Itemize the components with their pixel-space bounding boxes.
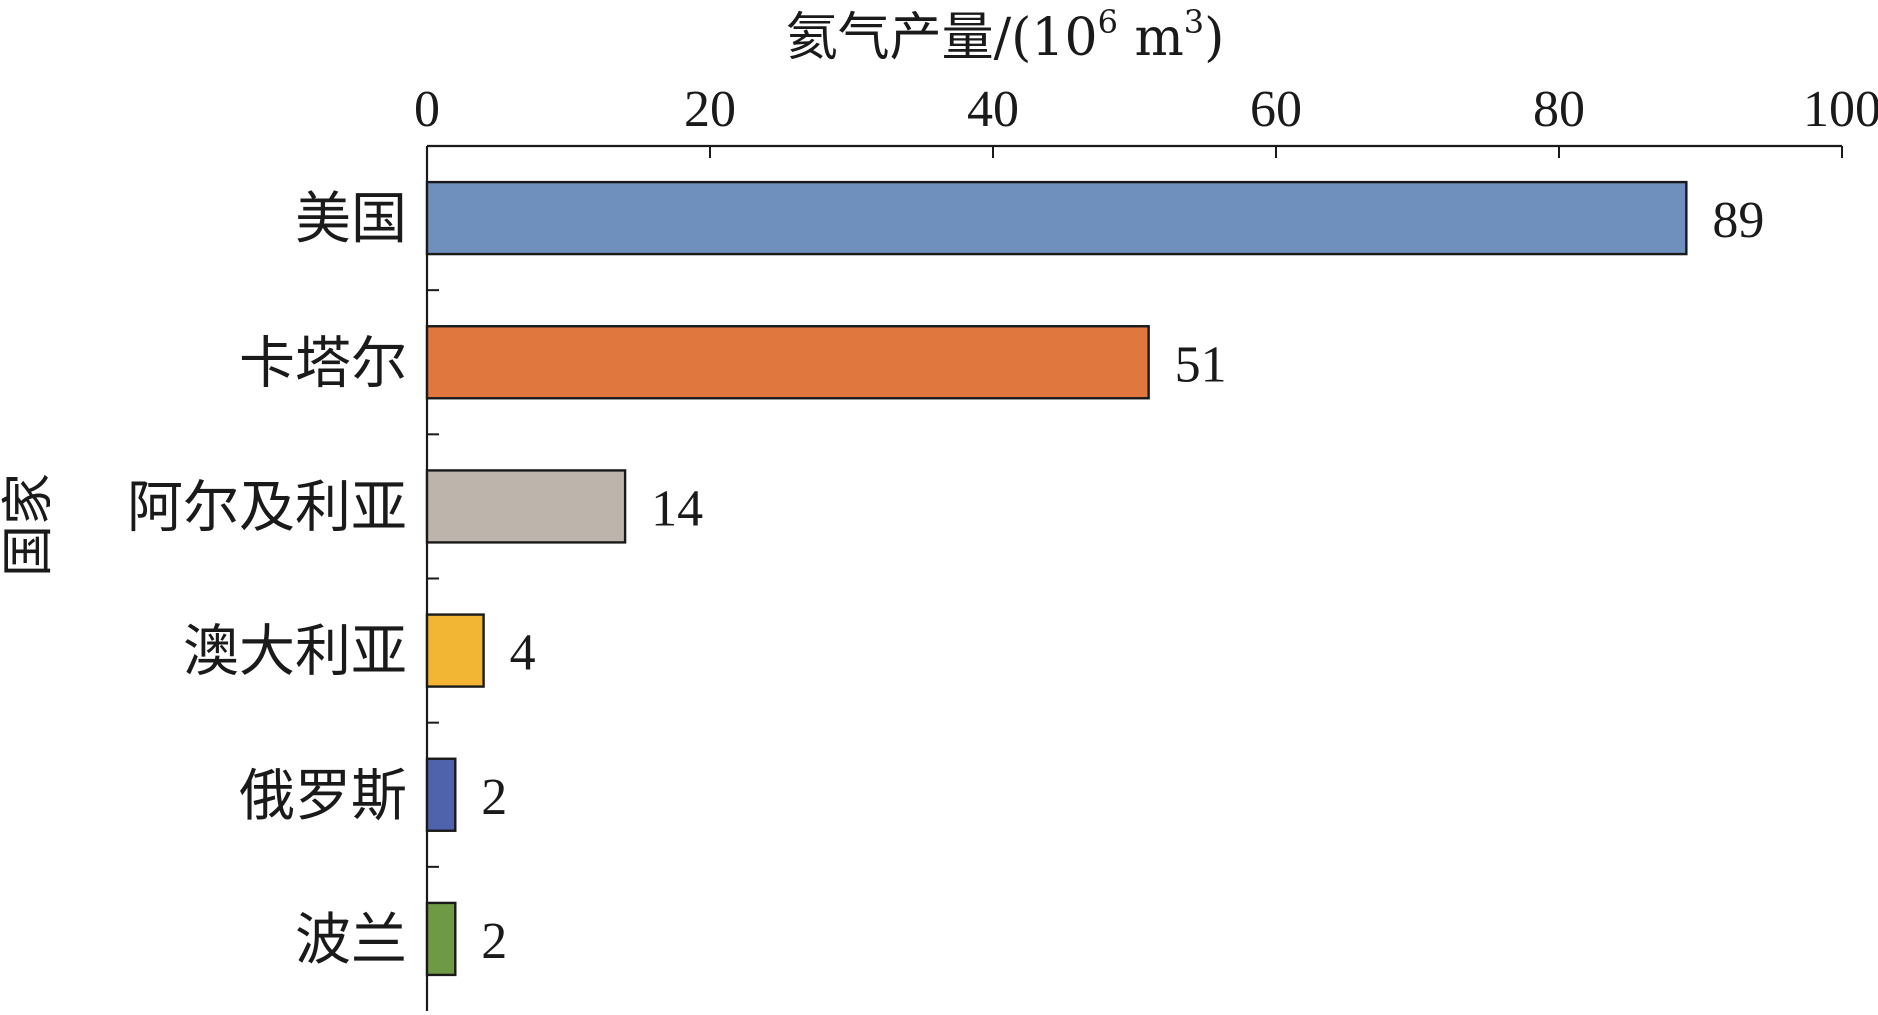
category-label: 俄罗斯 xyxy=(239,764,407,829)
x-tick-label: 100 xyxy=(1803,81,1878,138)
x-axis-title-sup1: 6 xyxy=(1098,3,1118,41)
data-label: 89 xyxy=(1712,192,1764,249)
data-labels: 89 51 14 4 2 2 xyxy=(481,192,1764,970)
x-tick-label: 80 xyxy=(1533,81,1585,138)
x-axis-title: 氦气产量/(106 m3) xyxy=(786,3,1225,68)
data-label: 4 xyxy=(510,625,536,682)
category-label: 美国 xyxy=(295,187,407,252)
category-label: 卡塔尔 xyxy=(239,331,407,396)
bar-0 xyxy=(425,180,1688,256)
x-axis-ticks: 0 20 40 60 80 100 xyxy=(414,81,1878,158)
y-axis-ticks xyxy=(427,289,439,868)
data-label: 2 xyxy=(481,913,507,970)
x-axis-title-sup2: 3 xyxy=(1184,3,1204,41)
bar-4 xyxy=(425,757,457,832)
bar-3 xyxy=(425,613,485,688)
y-axis-title: 国家 xyxy=(0,473,59,577)
bar-1 xyxy=(425,325,1150,400)
x-tick-label: 60 xyxy=(1250,81,1302,138)
data-label: 14 xyxy=(651,480,703,537)
category-label: 澳大利亚 xyxy=(183,620,407,685)
category-label: 阿尔及利亚 xyxy=(127,475,407,540)
data-label: 2 xyxy=(481,769,507,826)
x-tick-label: 20 xyxy=(684,81,736,138)
category-label: 波兰 xyxy=(295,908,407,973)
x-axis-title-main: 氦气产量/(10 xyxy=(786,8,1098,68)
bars-group xyxy=(425,180,1688,977)
x-axis-title-mid: m xyxy=(1118,8,1184,68)
x-tick-label: 40 xyxy=(967,81,1019,138)
x-axis-title-end: ) xyxy=(1204,8,1224,68)
bar-2 xyxy=(425,469,627,544)
data-label: 51 xyxy=(1175,336,1227,393)
bar-5 xyxy=(425,901,457,977)
x-tick-label: 0 xyxy=(414,81,440,138)
